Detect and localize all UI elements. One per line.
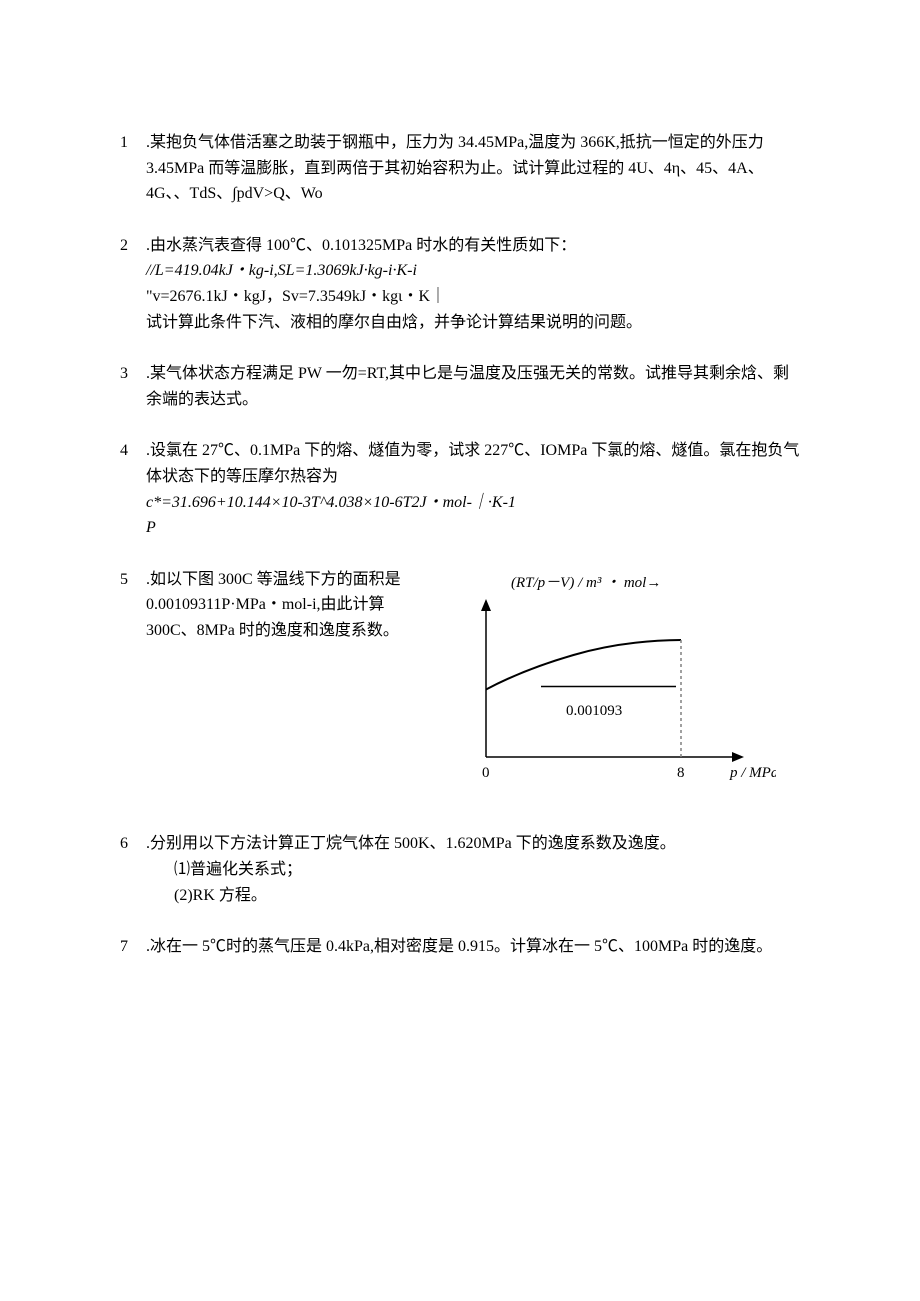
question-5-body: .如以下图 300C 等温线下方的面积是 0.00109311P·MPa・mol… — [146, 567, 800, 806]
question-4-sub: P — [146, 519, 156, 536]
question-2-line-1: .由水蒸汽表查得 100℃、0.101325MPa 时水的有关性质如下： — [146, 237, 576, 254]
question-5-number: 5 — [120, 567, 146, 806]
question-4-formula: c*=31.696+10.144×10-3T^4.038×10-6T2J・mol… — [146, 494, 516, 511]
question-2-line-3: "v=2676.1kJ・kgJ，Sv=7.3549kJ・kgι・K｜ — [146, 288, 446, 305]
question-3: 3 .某气体状态方程满足 PW 一勿=RT,其中匕是与温度及压强无关的常数。试推… — [120, 361, 800, 412]
chart-svg: (RT/p－V) / m³ ・ mol→ 0.001093 0 8 p / MPa — [456, 567, 776, 797]
question-2-number: 2 — [120, 233, 146, 335]
question-6-number: 6 — [120, 831, 146, 908]
svg-text:0: 0 — [482, 765, 490, 781]
svg-text:(RT/p－V) / m³ ・ mol→: (RT/p－V) / m³ ・ mol→ — [511, 575, 661, 591]
question-5-chart: (RT/p－V) / m³ ・ mol→ 0.001093 0 8 p / MPa — [456, 567, 776, 806]
question-6-sub-2: (2)RK 方程。 — [174, 883, 800, 909]
question-1: 1 .某抱负气体借活塞之助装于钢瓶中，压力为 34.45MPa,温度为 366K… — [120, 130, 800, 207]
question-7-number: 7 — [120, 934, 146, 960]
question-1-number: 1 — [120, 130, 146, 207]
svg-text:p / MPa: p / MPa — [729, 765, 776, 781]
question-2-line-2: //L=419.04kJ・kg-i,SL=1.3069kJ·kg-i·K-i — [146, 262, 417, 279]
svg-text:8: 8 — [677, 765, 685, 781]
question-2: 2 .由水蒸汽表查得 100℃、0.101325MPa 时水的有关性质如下： /… — [120, 233, 800, 335]
question-7: 7 .冰在一 5℃时的蒸气压是 0.4kPa,相对密度是 0.915。计算冰在一… — [120, 934, 800, 960]
question-4-body: .设氯在 27℃、0.1MPa 下的熔、燧值为零，试求 227℃、IOMPa 下… — [146, 438, 800, 540]
question-6-line-1: .分别用以下方法计算正丁烷气体在 500K、1.620MPa 下的逸度系数及逸度… — [146, 835, 676, 852]
question-6-sub-1: ⑴普遍化关系式； — [174, 857, 800, 883]
question-5: 5 .如以下图 300C 等温线下方的面积是 0.00109311P·MPa・m… — [120, 567, 800, 806]
question-4-number: 4 — [120, 438, 146, 540]
question-2-body: .由水蒸汽表查得 100℃、0.101325MPa 时水的有关性质如下： //L… — [146, 233, 800, 335]
question-3-body: .某气体状态方程满足 PW 一勿=RT,其中匕是与温度及压强无关的常数。试推导其… — [146, 361, 800, 412]
svg-text:0.001093: 0.001093 — [566, 703, 622, 719]
question-4-line-1: .设氯在 27℃、0.1MPa 下的熔、燧值为零，试求 227℃、IOMPa 下… — [146, 442, 799, 485]
question-1-body: .某抱负气体借活塞之助装于钢瓶中，压力为 34.45MPa,温度为 366K,抵… — [146, 130, 800, 207]
question-6-body: .分别用以下方法计算正丁烷气体在 500K、1.620MPa 下的逸度系数及逸度… — [146, 831, 800, 908]
question-6: 6 .分别用以下方法计算正丁烷气体在 500K、1.620MPa 下的逸度系数及… — [120, 831, 800, 908]
question-2-line-4: 试计算此条件下汽、液相的摩尔自由焓，并争论计算结果说明的问题。 — [146, 314, 642, 331]
question-6-subs: ⑴普遍化关系式； (2)RK 方程。 — [146, 857, 800, 908]
question-4: 4 .设氯在 27℃、0.1MPa 下的熔、燧值为零，试求 227℃、IOMPa… — [120, 438, 800, 540]
question-3-number: 3 — [120, 361, 146, 412]
question-5-text: .如以下图 300C 等温线下方的面积是 0.00109311P·MPa・mol… — [146, 567, 426, 644]
question-7-body: .冰在一 5℃时的蒸气压是 0.4kPa,相对密度是 0.915。计算冰在一 5… — [146, 934, 800, 960]
